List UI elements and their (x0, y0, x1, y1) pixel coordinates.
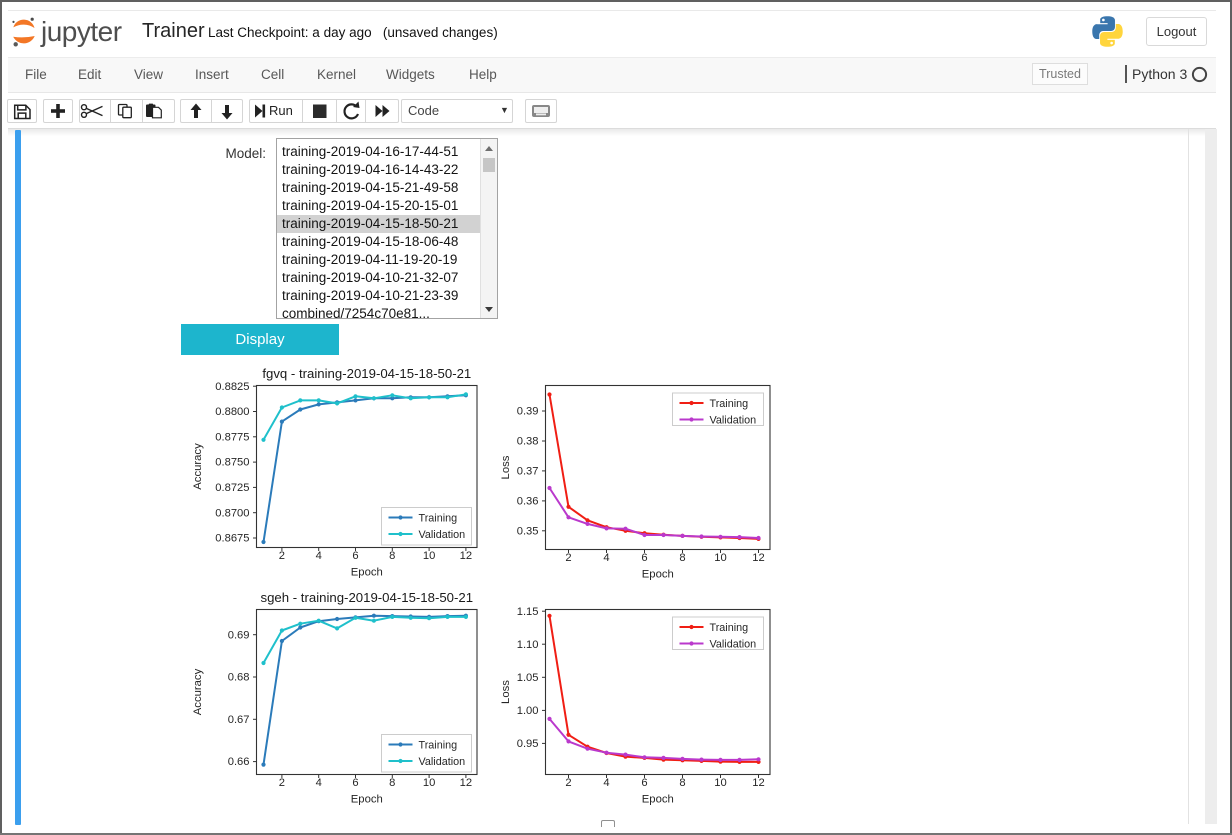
svg-text:10: 10 (714, 552, 726, 564)
svg-text:0.95: 0.95 (517, 738, 539, 750)
svg-text:0.35: 0.35 (517, 525, 539, 537)
svg-text:8: 8 (389, 550, 395, 562)
svg-text:8: 8 (679, 777, 685, 789)
svg-text:12: 12 (460, 550, 472, 562)
svg-text:1.10: 1.10 (517, 639, 539, 651)
svg-text:0.39: 0.39 (517, 406, 539, 418)
svg-text:0.8725: 0.8725 (215, 482, 249, 494)
svg-text:Loss: Loss (500, 455, 512, 479)
svg-text:Training: Training (419, 512, 458, 524)
svg-text:sgeh - training-2019-04-15-18-: sgeh - training-2019-04-15-18-50-21 (260, 590, 473, 605)
svg-text:4: 4 (603, 777, 609, 789)
svg-text:0.38: 0.38 (517, 436, 539, 448)
svg-text:Loss: Loss (500, 680, 512, 704)
svg-text:4: 4 (316, 777, 322, 789)
svg-text:0.66: 0.66 (228, 756, 250, 768)
svg-text:12: 12 (752, 552, 764, 564)
svg-text:1.05: 1.05 (517, 672, 539, 684)
svg-text:Training: Training (419, 739, 458, 751)
svg-text:4: 4 (603, 552, 609, 564)
svg-text:6: 6 (352, 550, 358, 562)
svg-text:1.00: 1.00 (517, 705, 539, 717)
svg-text:0.37: 0.37 (517, 466, 539, 478)
svg-text:12: 12 (752, 777, 764, 789)
svg-text:Validation: Validation (710, 638, 757, 650)
svg-text:0.8750: 0.8750 (215, 457, 249, 469)
svg-text:1.15: 1.15 (517, 606, 539, 618)
svg-text:0.8675: 0.8675 (215, 533, 249, 545)
svg-text:2: 2 (279, 777, 285, 789)
svg-text:10: 10 (423, 550, 435, 562)
svg-text:Validation: Validation (419, 756, 466, 768)
svg-text:0.69: 0.69 (228, 629, 250, 641)
svg-text:2: 2 (565, 777, 571, 789)
svg-text:0.8825: 0.8825 (215, 381, 249, 393)
svg-text:8: 8 (679, 552, 685, 564)
svg-text:Validation: Validation (419, 529, 466, 541)
svg-text:Accuracy: Accuracy (192, 668, 204, 715)
svg-text:10: 10 (423, 777, 435, 789)
svg-text:Epoch: Epoch (351, 567, 383, 579)
svg-text:2: 2 (565, 552, 571, 564)
svg-text:Training: Training (710, 622, 749, 634)
svg-text:2: 2 (279, 550, 285, 562)
svg-text:8: 8 (389, 777, 395, 789)
svg-text:6: 6 (641, 552, 647, 564)
svg-text:Epoch: Epoch (642, 794, 674, 806)
svg-text:0.8700: 0.8700 (215, 507, 249, 519)
svg-text:4: 4 (316, 550, 322, 562)
svg-text:6: 6 (352, 777, 358, 789)
svg-text:Training: Training (710, 398, 749, 410)
svg-text:6: 6 (641, 777, 647, 789)
svg-text:0.68: 0.68 (228, 672, 250, 684)
svg-text:12: 12 (460, 777, 472, 789)
svg-text:10: 10 (714, 777, 726, 789)
svg-text:fgvq - training-2019-04-15-18-: fgvq - training-2019-04-15-18-50-21 (262, 366, 471, 381)
svg-text:Validation: Validation (710, 414, 757, 426)
svg-text:Accuracy: Accuracy (192, 443, 204, 490)
svg-text:0.67: 0.67 (228, 714, 250, 726)
svg-text:0.8775: 0.8775 (215, 431, 249, 443)
svg-text:0.8800: 0.8800 (215, 406, 249, 418)
svg-text:Epoch: Epoch (351, 794, 383, 806)
svg-text:Epoch: Epoch (642, 569, 674, 581)
svg-text:0.36: 0.36 (517, 496, 539, 508)
